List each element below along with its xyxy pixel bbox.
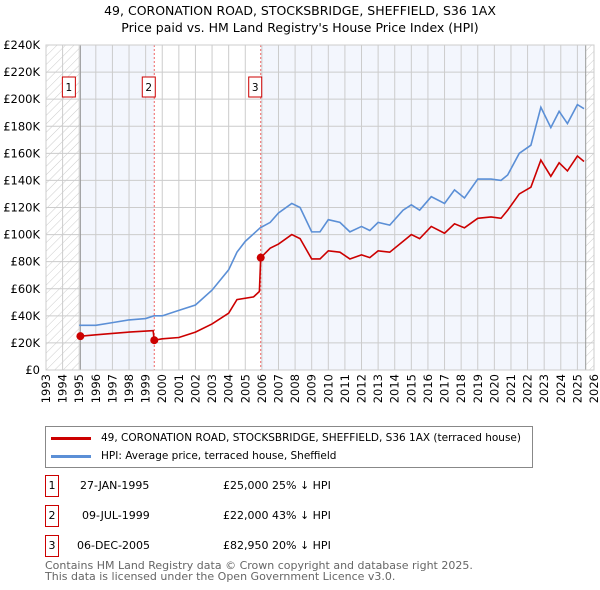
x-tick-label: 1994 [56,374,70,403]
x-tick-label: 2019 [471,374,485,403]
legend-label-price: 49, CORONATION ROAD, STOCKSBRIDGE, SHEFF… [101,432,521,444]
x-tick-label: 2005 [238,374,252,403]
legend-swatch-price [51,436,91,440]
y-tick-label: £20K [11,336,41,350]
legend: 49, CORONATION ROAD, STOCKSBRIDGE, SHEFF… [45,426,533,468]
x-tick-label: 2014 [388,374,402,403]
plot-border [45,44,595,371]
x-tick-label: 2008 [288,374,302,403]
y-tick-label: £40K [11,309,41,323]
x-tick-label: 2016 [421,374,435,403]
y-tick-label: £140K [3,173,40,187]
sale-marker [256,253,265,262]
x-tick-label: 2020 [487,374,501,403]
y-tick-label: £60K [11,282,41,296]
x-tick-label: 2001 [172,374,186,403]
sale-row: 2 09-JUL-1999 £22,000 43% ↓ HPI [45,505,445,527]
sale-row: 3 06-DEC-2005 £82,950 20% ↓ HPI [45,535,445,557]
x-tick-label: 2004 [222,374,236,403]
x-tick-label: 2022 [521,374,535,403]
x-tick-label: 2021 [504,374,518,403]
x-tick-label: 2000 [155,374,169,403]
x-tick-label: 2018 [454,374,468,403]
x-tick-label: 2026 [587,374,600,403]
x-tick-label: 2009 [305,374,319,403]
x-tick-label: 2015 [404,374,418,403]
x-tick-label: 2011 [338,374,352,403]
y-tick-label: £80K [11,255,41,269]
x-tick-label: 1997 [105,374,119,403]
sale-label-box [141,76,156,98]
sale-label: 3 [252,82,259,94]
y-tick-label: £0 [25,363,40,377]
x-tick-label: 2024 [554,374,568,403]
sale-label: 2 [145,82,152,94]
y-tick-label: £220K [3,65,40,79]
sale-label: 1 [66,82,73,94]
y-tick-label: £160K [3,146,40,160]
sale-marker [150,336,159,345]
x-tick-label: 2012 [355,374,369,403]
legend-label-hpi: HPI: Average price, terraced house, Shef… [101,450,337,462]
chart-plot: £0 £20K £40K £60K £80K £100K £120K £140K £160K £1… [3,38,600,403]
legend-swatch-hpi [51,454,91,458]
footer: Contains HM Land Registry data © Crown c… [45,559,473,583]
x-tick-label: 2023 [537,374,551,403]
x-tick-label: 2003 [205,374,219,403]
y-tick-label: £240K [3,38,40,52]
sale-marker [76,332,85,341]
x-tick-label: 1996 [89,374,103,403]
y-tick-label: £200K [3,92,40,106]
hpi-line [79,103,585,327]
sale-row: 1 27-JAN-1995 £25,000 25% ↓ HPI [45,475,445,497]
y-tick-label: £120K [3,201,40,215]
x-tick-label: 2013 [371,374,385,403]
x-tick-label: 2025 [570,374,584,403]
sale-label-box [248,76,263,98]
price-paid-line [80,154,585,342]
y-tick-label: £180K [3,119,40,133]
x-tick-label: 1995 [72,374,86,403]
x-tick-label: 2017 [438,374,452,403]
sale-label-box [61,76,76,98]
y-tick-label: £100K [3,228,40,242]
x-tick-label: 1999 [139,374,153,403]
x-tick-label: 1993 [39,374,53,403]
x-tick-label: 2006 [255,374,269,403]
x-tick-label: 2010 [321,374,335,403]
chart-title: 49, CORONATION ROAD, STOCKSBRIDGE, SHEFF… [104,3,496,18]
x-tick-label: 1998 [122,374,136,403]
x-tick-label: 2002 [188,374,202,403]
chart-subtitle: Price paid vs. HM Land Registry's House … [121,20,479,35]
x-tick-label: 2007 [271,374,285,403]
